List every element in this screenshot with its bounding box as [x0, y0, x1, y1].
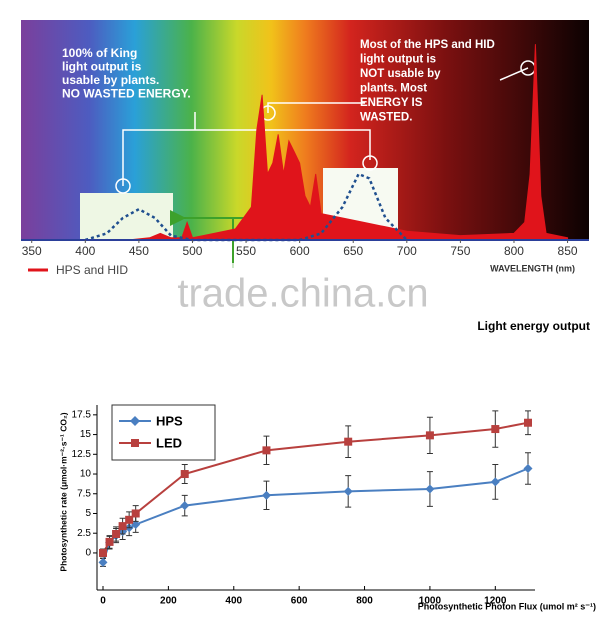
point [491, 425, 500, 434]
watermark: trade.china.cn [177, 272, 428, 316]
series-line [102, 467, 529, 563]
annotation: 100% of King [62, 46, 137, 60]
y-tick-label: 15 [80, 429, 92, 440]
annotation: ENERGY IS [360, 97, 423, 109]
point [131, 520, 141, 530]
annotation: usable by plants. [62, 73, 159, 87]
point [524, 418, 532, 427]
y-tick-label: 17.5 [72, 409, 92, 420]
annotation: WASTED. [360, 112, 412, 124]
y-tick-label: 7.5 [77, 488, 91, 499]
x-tick-label: 0 [100, 596, 106, 607]
annotation: NO WASTED ENERGY. [62, 87, 191, 101]
legend-label: LED [156, 435, 182, 450]
y-tick-label: 2.5 [77, 528, 91, 539]
x-tick-label: 1200 [484, 596, 507, 607]
x-tick-label: 400 [225, 596, 242, 607]
point [344, 437, 353, 446]
x-axis-label: Photosynthetic Photon Flux (umol m² s⁻¹) [418, 601, 596, 611]
legend-marker [131, 439, 139, 447]
legend-label: HPS and HID [56, 263, 128, 277]
annotation: plants. Most [360, 83, 427, 95]
point [118, 522, 127, 531]
x-tick-label: 200 [160, 596, 177, 607]
point [523, 464, 533, 474]
x-tick-label: 600 [290, 244, 310, 258]
point [125, 515, 134, 524]
point [343, 486, 353, 496]
legend-box [111, 404, 216, 461]
point [490, 477, 500, 487]
point [98, 557, 108, 567]
y-axis-label: Photosynthetic rate (μmol·m⁻²·s⁻¹ CO₂) [58, 412, 68, 571]
point [180, 470, 189, 479]
legend-label: HPS [156, 413, 183, 428]
x-tick-label: 450 [129, 244, 149, 258]
point [180, 501, 190, 511]
x-tick-label: 400 [75, 244, 95, 258]
point [425, 484, 435, 494]
x-tick-label: 750 [450, 244, 470, 258]
point [105, 537, 114, 546]
point [131, 509, 140, 518]
x-axis-label: WAVELENGTH (nm) [490, 263, 575, 273]
x-tick-label: 600 [291, 596, 308, 607]
x-tick-label: 650 [343, 244, 363, 258]
x-tick-label: 800 [356, 596, 373, 607]
x-tick-label: 850 [558, 244, 578, 258]
x-tick-label: 1000 [419, 596, 442, 607]
annotation: light output is [62, 60, 142, 74]
x-tick-label: 500 [182, 244, 202, 258]
chart-title: Light energy output [477, 319, 590, 333]
point [261, 490, 271, 500]
point [262, 446, 271, 455]
x-tick-label: 350 [22, 244, 42, 258]
annotation: light output is [360, 54, 436, 66]
point [99, 548, 107, 557]
fade [14, 263, 594, 303]
x-tick-label: 700 [397, 244, 417, 258]
y-tick-label: 12.5 [72, 449, 92, 460]
annotation: NOT usable by [360, 68, 441, 80]
annotation: Most of the HPS and HID [360, 39, 495, 51]
point [425, 431, 434, 440]
y-tick-label: 5 [85, 508, 91, 519]
y-tick-label: 10 [80, 469, 92, 480]
y-tick-label: 0 [85, 548, 91, 559]
spectrum-series [31, 44, 569, 241]
legend-marker [130, 416, 140, 426]
point [112, 530, 121, 539]
x-tick-label: 800 [504, 244, 524, 258]
x-tick-label: 550 [236, 244, 256, 258]
